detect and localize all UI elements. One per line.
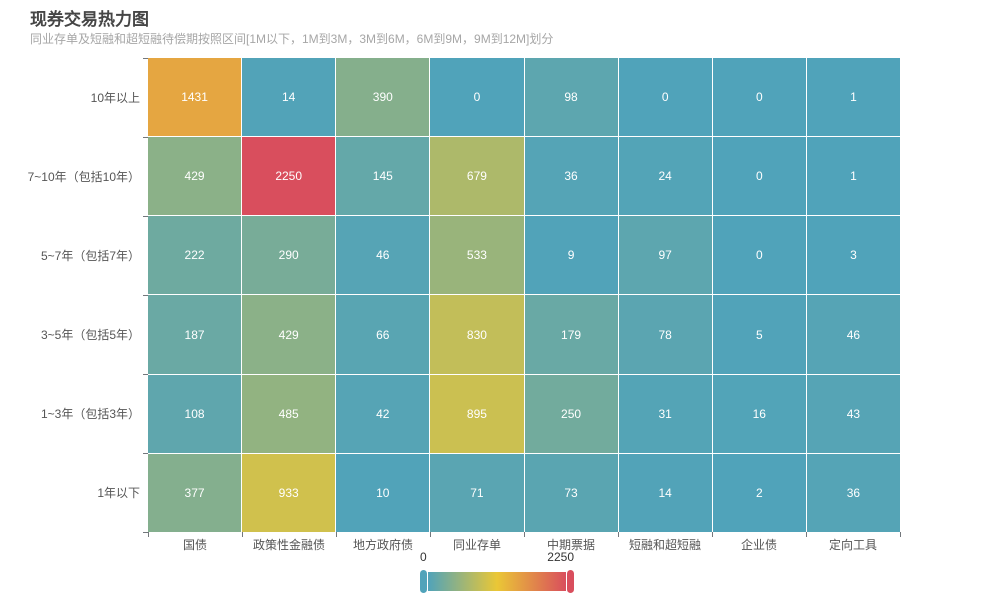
y-axis-tick bbox=[143, 137, 148, 138]
heatmap-cell[interactable]: 377 bbox=[148, 453, 242, 532]
heatmap-cell[interactable]: 42 bbox=[336, 374, 430, 453]
x-axis-tick bbox=[242, 532, 243, 537]
heatmap-cell[interactable]: 24 bbox=[618, 137, 712, 216]
heatmap-cell[interactable]: 0 bbox=[712, 216, 806, 295]
heatmap-cell[interactable]: 429 bbox=[242, 295, 336, 374]
x-axis-label: 短融和超短融 bbox=[628, 538, 701, 552]
heatmap-cell[interactable]: 0 bbox=[618, 58, 712, 137]
visual-map-min-label: 0 bbox=[420, 550, 427, 564]
x-axis-label: 企业债 bbox=[740, 538, 777, 552]
x-axis-label: 同业存单 bbox=[452, 538, 501, 552]
heatmap-cell[interactable]: 98 bbox=[524, 58, 618, 137]
heatmap-cell[interactable]: 145 bbox=[336, 137, 430, 216]
heatmap-cell[interactable]: 679 bbox=[430, 137, 524, 216]
x-axis-tick bbox=[148, 532, 149, 537]
x-axis-tick bbox=[806, 532, 807, 537]
visual-map-min-handle[interactable] bbox=[420, 570, 427, 593]
heatmap-cell[interactable]: 108 bbox=[148, 374, 242, 453]
x-axis-label: 国债 bbox=[182, 538, 207, 552]
x-axis-tick bbox=[900, 532, 901, 537]
heatmap-cell[interactable]: 46 bbox=[336, 216, 430, 295]
heatmap-cell[interactable]: 0 bbox=[712, 58, 806, 137]
heatmap-cell[interactable]: 0 bbox=[430, 58, 524, 137]
heatmap-cell[interactable]: 179 bbox=[524, 295, 618, 374]
x-axis-tick bbox=[618, 532, 619, 537]
heatmap-cell[interactable]: 1 bbox=[806, 58, 900, 137]
heatmap-cell[interactable]: 429 bbox=[148, 137, 242, 216]
visual-map-max-label: 2250 bbox=[547, 550, 574, 564]
heatmap-cell[interactable]: 5 bbox=[712, 295, 806, 374]
heatmap-cell[interactable]: 3 bbox=[806, 216, 900, 295]
heatmap-cell[interactable]: 66 bbox=[336, 295, 430, 374]
y-axis-label: 5~7年（包括7年） bbox=[40, 248, 140, 263]
y-axis-label: 1年以下 bbox=[97, 485, 140, 500]
heatmap-cell[interactable]: 36 bbox=[524, 137, 618, 216]
heatmap-cell[interactable]: 10 bbox=[336, 453, 430, 532]
heatmap-cell[interactable]: 250 bbox=[524, 374, 618, 453]
y-axis-tick bbox=[143, 453, 148, 454]
heatmap-cell[interactable]: 0 bbox=[712, 137, 806, 216]
heatmap-cell[interactable]: 222 bbox=[148, 216, 242, 295]
x-axis-label: 中期票据 bbox=[546, 538, 595, 552]
visual-map-labels: 0 2250 bbox=[420, 548, 574, 566]
chart-subtitle: 同业存单及短融和超短融待偿期按照区间[1M以下，1M到3M，3M到6M，6M到9… bbox=[30, 32, 554, 46]
heatmap-cell[interactable]: 933 bbox=[242, 453, 336, 532]
x-axis-tick bbox=[336, 532, 337, 537]
heatmap-cell[interactable]: 485 bbox=[242, 374, 336, 453]
x-axis-label: 定向工具 bbox=[828, 538, 877, 552]
y-axis-label: 7~10年（包括10年） bbox=[27, 169, 140, 184]
heatmap-cell[interactable]: 2 bbox=[712, 453, 806, 532]
heatmap-cell[interactable]: 830 bbox=[430, 295, 524, 374]
chart-title: 现券交易热力图 bbox=[30, 10, 149, 29]
heatmap-cell[interactable]: 533 bbox=[430, 216, 524, 295]
y-axis-tick bbox=[143, 532, 148, 533]
visual-map-gradient-bar[interactable] bbox=[428, 572, 566, 591]
y-axis-tick bbox=[143, 374, 148, 375]
y-axis-tick bbox=[143, 216, 148, 217]
heatmap-grid: 1431 14 390 0 98 0 0 1 429 2250 145 679 36 24 0 1 222 290… bbox=[148, 58, 900, 532]
heatmap-cell[interactable]: 14 bbox=[242, 58, 336, 137]
heatmap-cell[interactable]: 71 bbox=[430, 453, 524, 532]
y-axis-label: 3~5年（包括5年） bbox=[40, 327, 140, 342]
heatmap-cell[interactable]: 895 bbox=[430, 374, 524, 453]
heatmap-cell[interactable]: 46 bbox=[806, 295, 900, 374]
heatmap-cell[interactable]: 31 bbox=[618, 374, 712, 453]
visual-map-max-handle[interactable] bbox=[567, 570, 574, 593]
y-axis-tick bbox=[143, 58, 148, 59]
x-axis-label: 政策性金融债 bbox=[252, 538, 325, 552]
heatmap-cell[interactable]: 9 bbox=[524, 216, 618, 295]
heatmap-cell[interactable]: 43 bbox=[806, 374, 900, 453]
heatmap-cell[interactable]: 16 bbox=[712, 374, 806, 453]
heatmap-cell[interactable]: 2250 bbox=[242, 137, 336, 216]
heatmap-cell[interactable]: 290 bbox=[242, 216, 336, 295]
heatmap-cell[interactable]: 1 bbox=[806, 137, 900, 216]
visual-map: 0 2250 bbox=[420, 548, 574, 593]
x-axis-label: 地方政府债 bbox=[352, 538, 413, 552]
x-axis-tick bbox=[712, 532, 713, 537]
heatmap-cell[interactable]: 36 bbox=[806, 453, 900, 532]
heatmap-cell[interactable]: 73 bbox=[524, 453, 618, 532]
heatmap-cell[interactable]: 78 bbox=[618, 295, 712, 374]
heatmap-cell[interactable]: 187 bbox=[148, 295, 242, 374]
visual-map-bar-wrap bbox=[420, 570, 574, 593]
x-axis-tick bbox=[524, 532, 525, 537]
heatmap-cell[interactable]: 1431 bbox=[148, 58, 242, 137]
y-axis-tick bbox=[143, 295, 148, 296]
y-axis-label: 1~3年（包括3年） bbox=[40, 406, 140, 421]
heatmap-cell[interactable]: 390 bbox=[336, 58, 430, 137]
x-axis-tick bbox=[430, 532, 431, 537]
y-axis-label: 10年以上 bbox=[90, 90, 140, 105]
heatmap-cell[interactable]: 14 bbox=[618, 453, 712, 532]
heatmap-cell[interactable]: 97 bbox=[618, 216, 712, 295]
